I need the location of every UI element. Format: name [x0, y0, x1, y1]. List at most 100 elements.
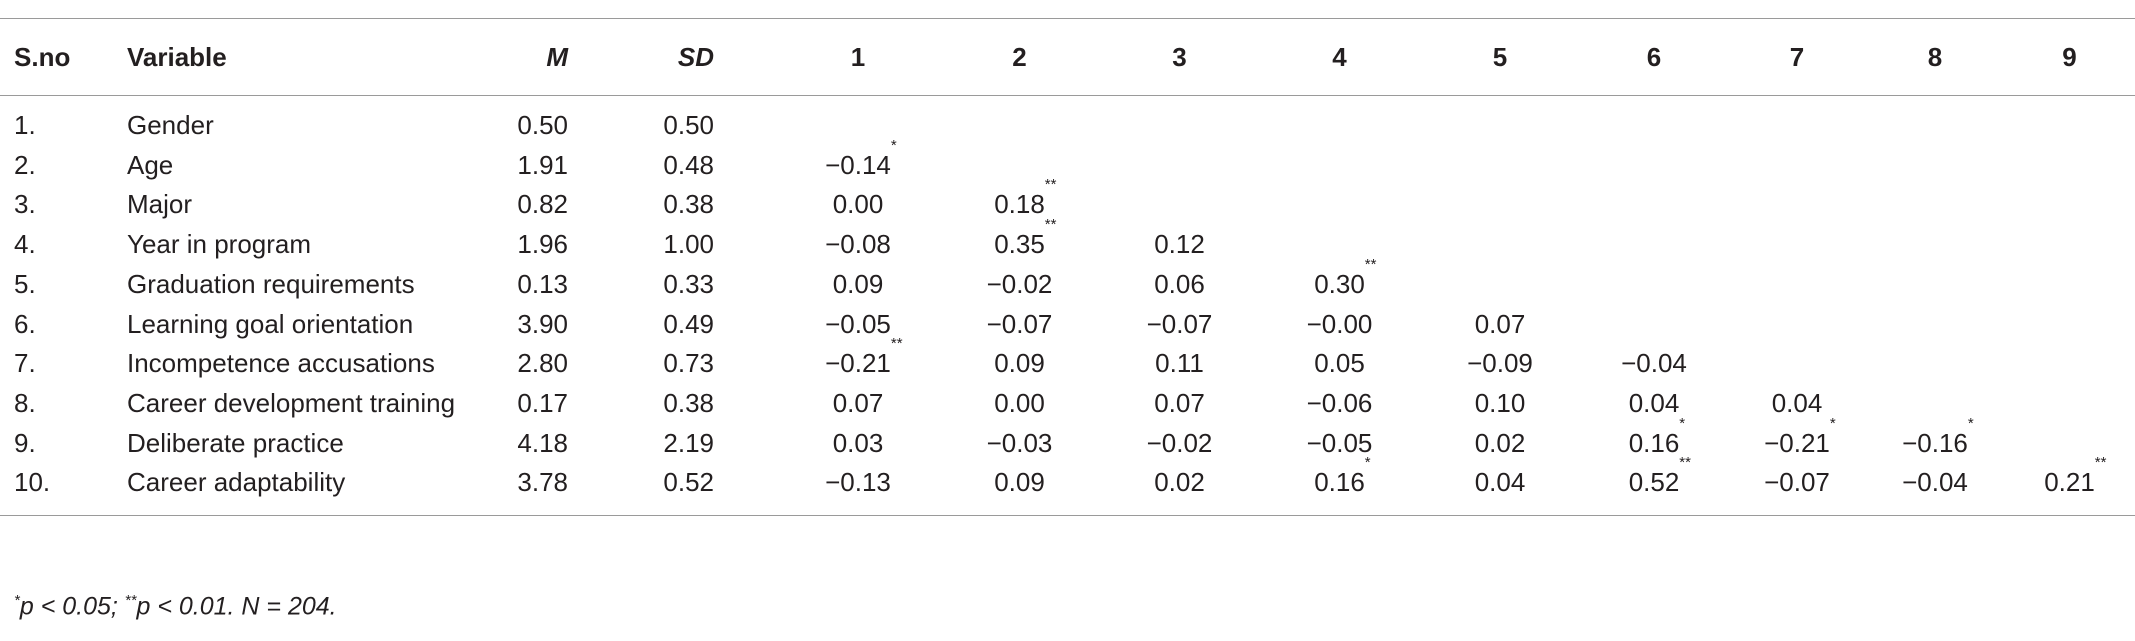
- table-cell: [1580, 265, 1728, 305]
- table-cell: [1728, 265, 1866, 305]
- table-cell: 0.21 **: [2004, 455, 2135, 515]
- table-cell: 0.82: [517, 189, 568, 220]
- table-cell: 0.06: [1154, 268, 1205, 299]
- correlation-table: S.no Variable M SD 1 2 3 4 5 6 7 8 9 1. Gender 0.50 0.5…: [0, 18, 2135, 516]
- table-cell: −0.05: [825, 308, 891, 339]
- cell-value: −0.16 *: [1902, 414, 1974, 458]
- table-cell: −0.06: [1306, 387, 1373, 418]
- significance-mark: **: [1044, 216, 1057, 234]
- table-cell: [2004, 384, 2135, 424]
- table-row: 1. Gender 0.50 0.50: [0, 96, 2135, 146]
- table-cell: 0.50: [663, 110, 714, 140]
- table-cell: 4.: [14, 229, 36, 260]
- cell-value: −0.21 *: [1764, 414, 1836, 458]
- table-cell: 3.90: [517, 308, 568, 339]
- significance-mark: **: [1679, 454, 1691, 472]
- table-cell: [1866, 344, 2004, 384]
- table-cell: 5.: [14, 268, 36, 299]
- table-cell: 0.07: [1154, 387, 1205, 418]
- table-cell: 0.52: [663, 467, 714, 498]
- table-cell: [939, 96, 1100, 146]
- header-cell: 1: [850, 41, 866, 72]
- table-cell: [1420, 146, 1580, 186]
- table-cell: Graduation requirements: [127, 268, 415, 299]
- table-cell: 0.07: [1474, 308, 1526, 339]
- table-cell: 7.: [14, 348, 36, 379]
- table-cell: [777, 96, 939, 146]
- table-cell: [1580, 225, 1728, 265]
- table-cell: 0.33: [663, 268, 714, 299]
- table-cell: −0.14 *: [777, 138, 939, 186]
- table-cell: 2.19: [663, 427, 714, 458]
- table-cell: 8.: [14, 387, 36, 418]
- table-cell: 1.91: [517, 149, 568, 180]
- footnote-mark: **: [124, 592, 137, 609]
- table-cell: [1100, 185, 1259, 225]
- table-cell: [1866, 225, 2004, 265]
- cell-value: 0.35 **: [994, 216, 1057, 260]
- table-cell: 0.12: [1154, 229, 1205, 260]
- header-cell: 6: [1646, 41, 1662, 72]
- table-row: 8. Career development training 0.17 0.38 0.0…: [0, 384, 2135, 424]
- cell-value: 0.18 **: [994, 176, 1057, 220]
- table-cell: Learning goal orientation: [127, 308, 414, 339]
- table-cell: 0.04: [1474, 467, 1526, 498]
- table-cell: Year in program: [127, 229, 312, 260]
- table-row: 4. Year in program 1.96 1.00 −0.08 0.35 ** 0.12: [0, 216, 2135, 265]
- table-cell: [1866, 265, 2004, 305]
- table-cell: 0.16 *: [1259, 455, 1420, 515]
- table-cell: −0.02: [1146, 427, 1213, 458]
- cell-value: −0.21 **: [825, 335, 903, 379]
- table-cell: 0.16 *: [1580, 416, 1728, 464]
- header-cell: Variable: [127, 41, 227, 72]
- table-cell: [1100, 96, 1259, 146]
- table-cell: −0.04: [1621, 348, 1687, 379]
- table-cell: −0.08: [825, 229, 891, 260]
- table-cell: 0.07: [832, 387, 884, 418]
- table-cell: 3.78: [517, 467, 568, 498]
- table-cell: [1259, 146, 1420, 186]
- significance-mark: **: [1044, 176, 1057, 194]
- table-row: 7. Incompetence accusations 2.80 0.73 −0.21 *…: [0, 335, 2135, 384]
- footnote: *p < 0.05; **p < 0.01. N = 204.: [14, 592, 337, 621]
- table-cell: −0.16 *: [1866, 414, 2004, 464]
- table-cell: Age: [127, 149, 174, 180]
- significance-mark: *: [1829, 414, 1836, 432]
- table-cell: 1.96: [517, 229, 568, 260]
- table-cell: −0.04: [1902, 467, 1968, 498]
- table-cell: 0.03: [832, 427, 884, 458]
- table-cell: 0.35 **: [939, 216, 1100, 265]
- table-row: 9. Deliberate practice 4.18 2.19 0.03 −0.03 −0…: [0, 414, 2135, 464]
- header-cell: S.no: [14, 41, 71, 72]
- table-cell: 9.: [14, 427, 36, 458]
- footnote-text: p < 0.05;: [19, 592, 125, 621]
- table-cell: 2.: [14, 149, 36, 180]
- table-cell: [1728, 344, 1866, 384]
- table-cell: −0.07: [1146, 308, 1213, 339]
- table-row: 3. Major 0.82 0.38 0.00 0.18 **: [0, 176, 2135, 225]
- table-cell: Major: [127, 189, 193, 220]
- table-cell: [1866, 146, 2004, 186]
- table-cell: 0.50: [517, 110, 568, 140]
- table-cell: [939, 146, 1100, 186]
- footnote-text: p < 0.01. N = 204.: [136, 592, 337, 621]
- cell-value: 0.52 **: [1628, 454, 1691, 498]
- table-cell: [2004, 225, 2135, 265]
- header-cell: 3: [1172, 41, 1187, 72]
- table-cell: 0.00: [994, 387, 1045, 418]
- table-cell: 0.10: [1474, 387, 1526, 418]
- table-cell: [2004, 146, 2135, 186]
- table-cell: [1100, 146, 1259, 186]
- table-cell: [1580, 185, 1728, 225]
- table-cell: 1.00: [663, 229, 714, 260]
- table-cell: 6.: [14, 308, 36, 339]
- header-row: S.no Variable M SD 1 2 3 4 5 6 7 8 9: [0, 18, 2135, 96]
- table-cell: −0.21 **: [777, 335, 939, 384]
- table-cell: [1259, 225, 1420, 265]
- table-cell: [1420, 265, 1580, 305]
- table-cell: Gender: [127, 110, 214, 140]
- cell-value: 0.30 **: [1314, 255, 1377, 299]
- significance-mark: *: [1679, 414, 1686, 432]
- table-cell: 2.80: [517, 348, 568, 379]
- table-cell: −0.07: [986, 308, 1053, 339]
